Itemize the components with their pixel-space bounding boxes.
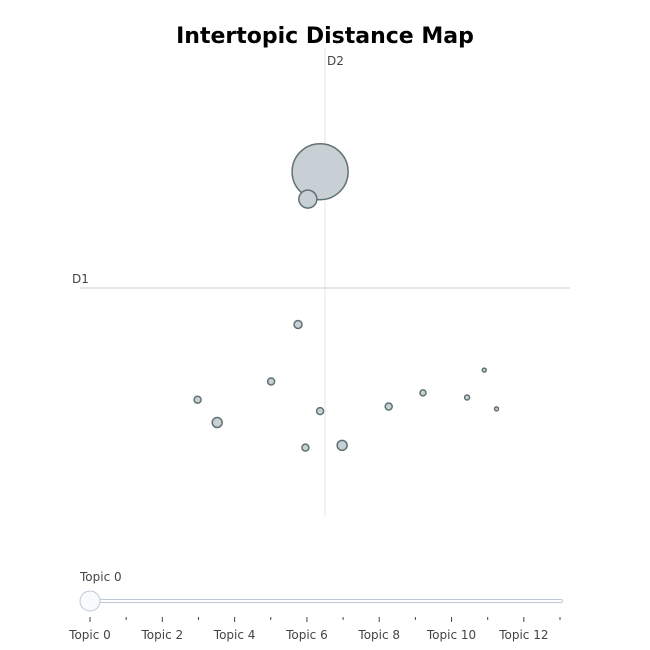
d2-axis-label: D2	[327, 54, 344, 68]
slider-tick-label: Topic 2	[140, 628, 183, 642]
topic-marker[interactable]	[481, 367, 487, 373]
topic-marker[interactable]	[336, 439, 348, 452]
slider-tick-label: Topic 12	[498, 628, 548, 642]
topic-marker[interactable]	[301, 443, 310, 452]
slider-tick-label: Topic 4	[213, 628, 256, 642]
topic-marker[interactable]	[291, 142, 349, 201]
slider-handle[interactable]	[79, 590, 101, 612]
topic-marker[interactable]	[384, 402, 393, 411]
d1-axis-label: D1	[72, 272, 89, 286]
slider-tick-label: Topic 6	[285, 628, 328, 642]
topic-marker[interactable]	[463, 394, 471, 401]
slider-ticks: Topic 0 Topic 2 Topic 4 Topic 6 Topic 8 Topic…	[68, 617, 561, 642]
topic-marker[interactable]	[315, 406, 325, 416]
topic-marker[interactable]	[293, 319, 303, 330]
topic-marker[interactable]	[266, 377, 276, 386]
slider-tick-label: Topic 10	[426, 628, 476, 642]
slider-tick-label: Topic 0	[68, 628, 111, 642]
topic-marker[interactable]	[419, 389, 427, 397]
topic-marker[interactable]	[493, 406, 500, 412]
topic-marker[interactable]	[193, 395, 202, 404]
topic-marker[interactable]	[298, 189, 318, 209]
slider-tick-label: Topic 8	[357, 628, 400, 642]
topic-marker[interactable]	[211, 416, 223, 429]
topic-markers	[193, 142, 500, 452]
chart-title: Intertopic Distance Map	[176, 24, 474, 49]
slider-current-value: Topic 0	[80, 570, 122, 584]
